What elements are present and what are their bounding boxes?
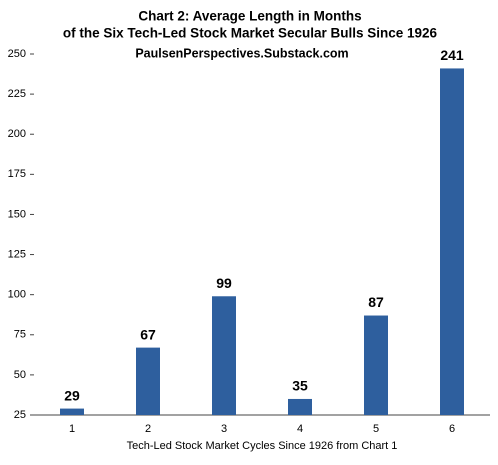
chart-subtitle: PaulsenPerspectives.Substack.com xyxy=(135,46,348,60)
y-tick-label: 25 xyxy=(14,409,26,421)
bar xyxy=(136,347,160,415)
data-label: 87 xyxy=(368,294,384,310)
y-tick-label: 100 xyxy=(8,289,26,301)
data-label: 35 xyxy=(292,378,308,394)
bar xyxy=(440,68,464,415)
chart-title: Chart 2: Average Length in Months xyxy=(138,9,361,24)
x-tick-label: 3 xyxy=(221,423,227,435)
x-tick-label: 5 xyxy=(373,423,379,435)
y-tick-label: 175 xyxy=(8,168,26,180)
bar xyxy=(212,296,236,415)
y-tick-label: 75 xyxy=(14,329,26,341)
x-axis-label: Tech-Led Stock Market Cycles Since 1926 … xyxy=(127,440,398,452)
data-label: 241 xyxy=(440,47,464,63)
bar xyxy=(364,315,388,415)
x-tick-label: 4 xyxy=(297,423,303,435)
x-tick-label: 2 xyxy=(145,423,151,435)
x-tick-label: 6 xyxy=(449,423,455,435)
y-tick-label: 225 xyxy=(8,88,26,100)
bar xyxy=(60,408,84,415)
data-label: 29 xyxy=(64,387,80,403)
y-tick-label: 150 xyxy=(8,208,26,220)
y-tick-label: 200 xyxy=(8,128,26,140)
x-tick-label: 1 xyxy=(69,423,75,435)
bar xyxy=(288,398,312,415)
chart-title: of the Six Tech-Led Stock Market Secular… xyxy=(63,26,438,41)
y-tick-label: 125 xyxy=(8,248,26,260)
y-tick-label: 50 xyxy=(14,369,26,381)
data-label: 99 xyxy=(216,275,232,291)
y-tick-label: 250 xyxy=(8,48,26,60)
data-label: 67 xyxy=(140,326,156,342)
